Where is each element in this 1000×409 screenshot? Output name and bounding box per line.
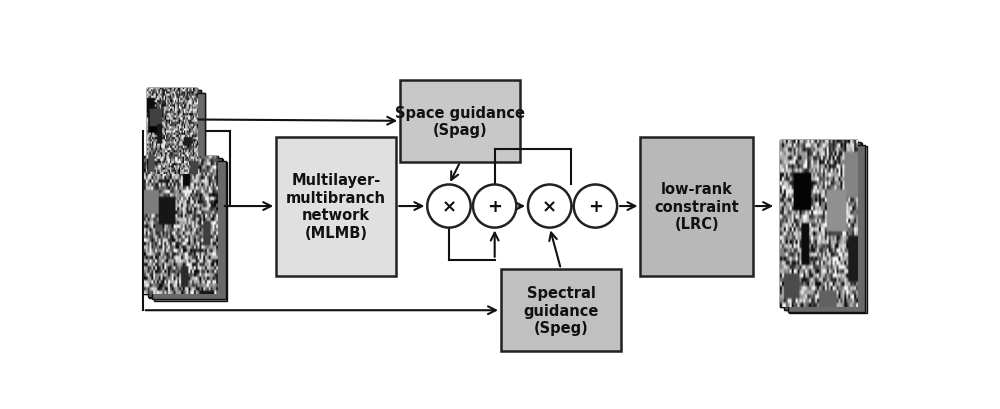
FancyBboxPatch shape [148,159,222,297]
Text: Multilayer-
multibranch
network
(MLMB): Multilayer- multibranch network (MLMB) [286,173,386,240]
Ellipse shape [574,185,617,228]
FancyBboxPatch shape [276,137,396,276]
FancyBboxPatch shape [640,137,753,276]
FancyBboxPatch shape [400,81,520,162]
FancyBboxPatch shape [149,159,223,298]
Text: ×: × [441,198,457,216]
Ellipse shape [528,185,571,228]
FancyBboxPatch shape [144,156,218,295]
FancyBboxPatch shape [152,161,226,300]
Ellipse shape [473,185,516,228]
FancyBboxPatch shape [154,94,205,180]
FancyBboxPatch shape [501,270,621,351]
Text: Spectral
guidance
(Speg): Spectral guidance (Speg) [523,285,599,335]
FancyBboxPatch shape [154,94,205,180]
FancyBboxPatch shape [147,88,197,175]
Ellipse shape [427,185,471,228]
FancyBboxPatch shape [780,140,857,307]
FancyBboxPatch shape [788,146,865,312]
FancyBboxPatch shape [151,91,201,178]
Text: Space guidance
(Spag): Space guidance (Spag) [395,106,525,138]
FancyBboxPatch shape [154,162,227,301]
FancyBboxPatch shape [789,147,867,314]
FancyBboxPatch shape [785,144,862,310]
FancyBboxPatch shape [144,156,218,295]
FancyBboxPatch shape [147,88,197,175]
Text: +: + [588,198,603,216]
Text: ×: × [542,198,557,216]
Text: +: + [487,198,502,216]
FancyBboxPatch shape [784,143,861,310]
FancyBboxPatch shape [151,91,201,178]
FancyBboxPatch shape [780,140,857,307]
Text: low-rank
constraint
(LRC): low-rank constraint (LRC) [654,182,739,231]
